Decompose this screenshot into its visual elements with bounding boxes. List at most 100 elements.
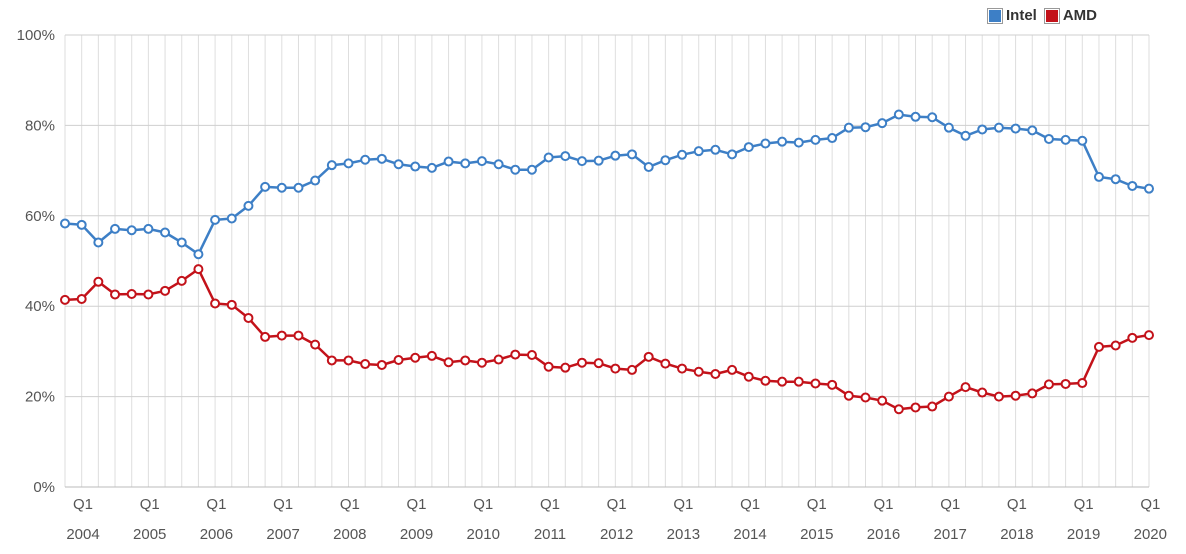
- x-tick-year: 2009: [400, 526, 433, 543]
- legend-label-intel: Intel: [1006, 7, 1037, 24]
- major-gridlines: [65, 34, 1149, 488]
- point-amd: [143, 289, 154, 300]
- x-tick-quarter: Q1: [940, 496, 960, 513]
- point-amd: [543, 361, 554, 372]
- legend-swatch-amd: [1043, 7, 1060, 24]
- point-intel: [860, 122, 871, 133]
- point-intel: [143, 223, 154, 234]
- point-amd: [843, 390, 854, 401]
- series-line-intel: [64, 113, 1150, 256]
- point-amd: [1127, 332, 1138, 343]
- x-tick-quarter: Q1: [1007, 496, 1027, 513]
- point-intel: [993, 122, 1004, 133]
- point-intel: [1110, 174, 1121, 185]
- x-tick-year: 2012: [600, 526, 633, 543]
- point-intel: [693, 146, 704, 157]
- x-tick-year: 2014: [733, 526, 766, 543]
- point-intel: [610, 150, 621, 161]
- y-tick-label: 0%: [33, 479, 55, 496]
- point-intel: [460, 158, 471, 169]
- legend: Intel AMD: [987, 7, 1097, 24]
- point-intel: [1093, 171, 1104, 182]
- point-amd: [1144, 330, 1154, 341]
- x-tick-quarter: Q1: [1140, 496, 1160, 513]
- point-intel: [426, 162, 437, 173]
- point-intel: [310, 175, 321, 186]
- point-intel: [843, 122, 854, 133]
- point-intel: [176, 237, 187, 248]
- x-tick-year: 2020: [1134, 526, 1167, 543]
- point-amd: [193, 264, 204, 275]
- point-intel: [627, 149, 638, 160]
- point-intel: [977, 124, 988, 135]
- point-amd: [810, 378, 821, 389]
- point-intel: [1027, 125, 1038, 136]
- point-intel: [1077, 135, 1088, 146]
- y-axis: 0% 20% 40% 60% 80% 100%: [17, 27, 55, 496]
- point-amd: [60, 294, 70, 305]
- legend-item-amd[interactable]: AMD: [1043, 7, 1097, 24]
- point-amd: [677, 363, 688, 374]
- legend-item-intel[interactable]: Intel: [987, 7, 1037, 24]
- point-amd: [93, 276, 104, 287]
- x-tick-quarter: Q1: [73, 496, 93, 513]
- point-intel: [243, 200, 254, 211]
- point-intel: [126, 225, 137, 236]
- point-intel: [493, 159, 504, 170]
- series-line-amd: [64, 267, 1150, 411]
- point-intel: [827, 133, 838, 144]
- point-amd: [777, 376, 788, 387]
- point-amd: [76, 293, 87, 304]
- y-tick-label: 80%: [25, 117, 55, 134]
- y-tick-label: 20%: [25, 389, 55, 406]
- point-amd: [793, 376, 804, 387]
- point-intel: [677, 149, 688, 160]
- point-amd: [293, 330, 304, 341]
- point-amd: [827, 379, 838, 390]
- point-intel: [276, 182, 287, 193]
- point-amd: [643, 351, 654, 362]
- point-intel: [360, 154, 371, 165]
- point-intel: [60, 218, 70, 229]
- x-tick-year: 2016: [867, 526, 900, 543]
- point-intel: [410, 161, 421, 172]
- x-tick-quarter: Q1: [740, 496, 760, 513]
- x-tick-quarter: Q1: [273, 496, 293, 513]
- point-intel: [593, 155, 604, 166]
- y-tick-label: 100%: [17, 27, 55, 44]
- point-amd: [960, 382, 971, 393]
- point-intel: [1127, 180, 1138, 191]
- point-intel: [877, 118, 888, 129]
- point-amd: [276, 330, 287, 341]
- point-intel: [960, 130, 971, 141]
- point-amd: [993, 391, 1004, 402]
- point-amd: [343, 355, 354, 366]
- point-intel: [343, 158, 354, 169]
- point-intel: [893, 109, 904, 120]
- x-tick-year: 2008: [333, 526, 366, 543]
- point-amd: [326, 355, 337, 366]
- point-intel: [943, 122, 954, 133]
- point-intel: [543, 152, 554, 163]
- point-intel: [526, 164, 537, 175]
- point-amd: [443, 357, 454, 368]
- point-amd: [610, 363, 621, 374]
- point-intel: [393, 159, 404, 170]
- point-amd: [893, 404, 904, 415]
- point-amd: [526, 350, 537, 361]
- x-tick-year: 2010: [467, 526, 500, 543]
- x-tick-year: 2004: [66, 526, 99, 543]
- x-tick-year: 2019: [1067, 526, 1100, 543]
- point-amd: [510, 349, 521, 360]
- y-tick-label: 60%: [25, 208, 55, 225]
- point-intel: [927, 112, 938, 123]
- point-amd: [376, 359, 387, 370]
- x-tick-year: 2018: [1000, 526, 1033, 543]
- point-intel: [510, 164, 521, 175]
- point-intel: [1010, 123, 1021, 134]
- point-amd: [660, 358, 671, 369]
- point-amd: [460, 355, 471, 366]
- point-amd: [1060, 378, 1071, 389]
- point-amd: [210, 298, 221, 309]
